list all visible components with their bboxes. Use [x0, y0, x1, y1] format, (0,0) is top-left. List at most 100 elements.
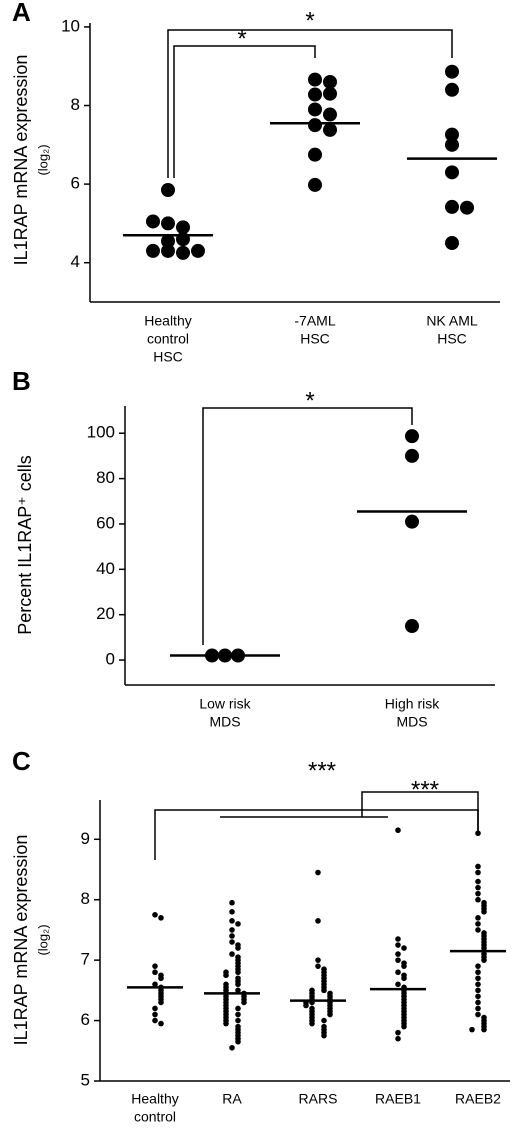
- data-point: [321, 987, 327, 994]
- data-point: [475, 921, 481, 927]
- data-point: [161, 183, 175, 198]
- y-axis-label: (log₂): [35, 144, 50, 175]
- data-point: [235, 921, 241, 927]
- data-point: [229, 933, 235, 939]
- data-point: [235, 1005, 241, 1012]
- y-tick-label: 80: [96, 468, 115, 487]
- data-point: [395, 942, 401, 948]
- data-point: [308, 118, 322, 133]
- panel-letter: B: [12, 366, 31, 396]
- significance-bracket: [361, 791, 479, 832]
- data-point: [146, 243, 160, 258]
- data-point: [405, 448, 419, 463]
- data-point: [315, 957, 321, 963]
- y-tick-label: 7: [81, 950, 90, 969]
- data-point: [475, 915, 481, 921]
- data-point: [223, 972, 229, 979]
- x-tick-label: HSC: [153, 349, 183, 365]
- y-axis-label: IL1RAP mRNA expression: [11, 55, 31, 266]
- data-point: [309, 1020, 315, 1027]
- data-point: [323, 86, 337, 101]
- y-tick-label: 60: [96, 513, 115, 532]
- data-point: [475, 878, 481, 885]
- data-point: [395, 957, 401, 963]
- data-point: [235, 1011, 241, 1018]
- significance-bracket: [173, 45, 316, 178]
- data-point: [161, 216, 175, 231]
- y-tick-label: 9: [81, 829, 90, 848]
- x-tick-label: RARS: [299, 1091, 338, 1107]
- data-point: [323, 74, 337, 89]
- data-point: [475, 890, 481, 897]
- y-tick-label: 40: [96, 559, 115, 578]
- data-point: [152, 969, 158, 976]
- data-point: [315, 963, 321, 969]
- data-point: [405, 514, 419, 529]
- data-point: [229, 927, 235, 933]
- data-point: [481, 957, 487, 963]
- data-point: [229, 951, 235, 957]
- data-point: [152, 963, 158, 969]
- data-point: [241, 999, 247, 1006]
- data-point: [321, 1032, 327, 1039]
- data-point: [229, 899, 235, 906]
- data-point: [481, 1026, 487, 1033]
- data-point: [235, 1038, 241, 1045]
- significance-label: ***: [411, 776, 439, 803]
- data-point: [475, 884, 481, 891]
- data-point: [445, 199, 459, 214]
- data-point: [469, 1026, 475, 1033]
- data-point: [323, 122, 337, 137]
- data-point: [475, 1011, 481, 1018]
- y-tick-label: 10: [61, 16, 80, 35]
- data-point: [235, 969, 241, 976]
- y-tick-label: 8: [81, 889, 90, 908]
- data-point: [308, 102, 322, 117]
- data-point: [475, 863, 481, 870]
- data-point: [401, 963, 407, 969]
- data-point: [475, 869, 481, 876]
- y-axis-label: IL1RAP mRNA expression: [11, 835, 31, 1046]
- data-point: [235, 987, 241, 994]
- x-tick-label: HSC: [300, 331, 330, 347]
- significance-label: *: [305, 7, 314, 34]
- x-tick-label: HSC: [437, 331, 467, 347]
- data-point: [323, 107, 337, 122]
- data-point: [475, 963, 481, 969]
- data-point: [445, 127, 459, 142]
- x-tick-label: -7AML: [294, 313, 335, 329]
- y-axis-label: (log₂): [35, 924, 50, 955]
- data-point: [161, 243, 175, 258]
- data-point: [158, 1020, 164, 1027]
- data-point: [475, 830, 481, 837]
- x-tick-label: RAEB2: [455, 1091, 501, 1107]
- data-point: [475, 993, 481, 1000]
- data-point: [475, 981, 481, 988]
- data-point: [475, 987, 481, 994]
- data-point: [308, 72, 322, 87]
- data-point: [401, 975, 407, 982]
- data-point: [475, 1005, 481, 1012]
- data-point: [395, 936, 401, 942]
- data-point: [176, 220, 190, 235]
- x-tick-label: MDS: [396, 714, 427, 730]
- y-tick-label: 6: [71, 174, 80, 193]
- data-point: [229, 939, 235, 945]
- data-point: [158, 915, 164, 921]
- panel-letter: C: [12, 746, 31, 776]
- data-point: [152, 1017, 158, 1024]
- x-tick-label: control: [134, 1109, 176, 1125]
- data-point: [395, 969, 401, 976]
- significance-bracket: [202, 407, 413, 645]
- data-point: [327, 1011, 333, 1018]
- x-tick-label: Low risk: [199, 696, 251, 712]
- significance-label: *: [237, 25, 246, 52]
- significance-label: *: [305, 387, 314, 414]
- data-point: [395, 827, 401, 834]
- x-tick-label: High risk: [385, 696, 440, 712]
- panel-letter: A: [12, 0, 31, 27]
- data-point: [229, 1044, 235, 1051]
- data-point: [475, 999, 481, 1006]
- y-tick-label: 4: [71, 252, 80, 271]
